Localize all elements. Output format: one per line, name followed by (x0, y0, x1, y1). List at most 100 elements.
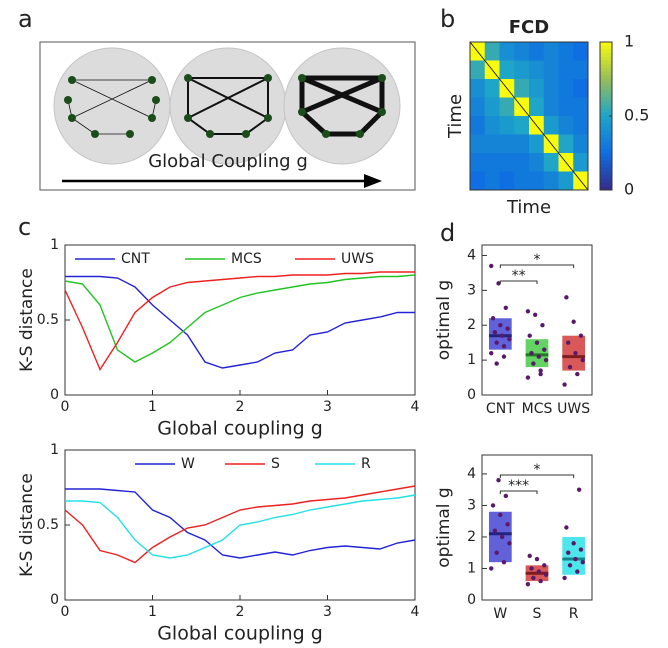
box (488, 318, 512, 350)
y-axis-label: optimal g (434, 280, 454, 360)
significance-bracket (499, 474, 575, 478)
data-point (540, 323, 545, 328)
significance-bracket (499, 264, 575, 268)
data-point (531, 361, 536, 366)
heatmap-cell (543, 153, 559, 172)
data-point (578, 333, 584, 338)
colorbar-tick-label: 1 (624, 32, 634, 51)
significance-label: * (534, 252, 541, 268)
colorbar-step (600, 182, 612, 187)
colorbar-step (600, 97, 612, 102)
heatmap-cell (499, 42, 515, 61)
heatmap-cell (529, 60, 545, 80)
series-line (65, 494, 416, 559)
data-point (567, 364, 573, 370)
series-line (65, 488, 416, 559)
colorbar-step (600, 138, 612, 143)
legend-label: W (181, 456, 195, 472)
data-point (538, 368, 543, 373)
series-line (64, 274, 416, 363)
data-point (564, 525, 569, 530)
heatmap-cell (558, 171, 574, 191)
colorbar-step (600, 90, 612, 95)
data-point (494, 340, 499, 345)
arrow-head (364, 174, 382, 188)
data-point (494, 361, 499, 366)
colorbar-step (600, 60, 612, 65)
y-tick-label: 4 (467, 466, 476, 482)
data-point (492, 528, 498, 533)
y-tick-label: 4 (467, 247, 476, 263)
legend-label: MCS (231, 251, 262, 267)
colorbar-step (600, 160, 612, 165)
heatmap-cell (573, 97, 589, 117)
data-point (496, 478, 501, 483)
colorbar-step (600, 71, 612, 76)
data-point (503, 305, 508, 310)
data-point (525, 375, 531, 380)
colorbar-step (600, 164, 612, 169)
heatmap-cell (529, 97, 545, 117)
heatmap-cell (529, 79, 545, 98)
colorbar-step (600, 171, 612, 176)
panel-label: c (18, 213, 31, 241)
diagonal (469, 41, 589, 191)
data-point (566, 340, 571, 345)
colorbar-step (600, 45, 612, 50)
heatmap-cell (514, 116, 530, 135)
y-tick-label: 1 (467, 352, 476, 368)
data-point (529, 566, 534, 571)
x-tick-label: 1 (148, 604, 157, 620)
heatmap-cell (529, 153, 545, 172)
data-point (543, 357, 549, 363)
data-point (573, 350, 578, 356)
box (525, 339, 549, 368)
heatmap-cell (484, 134, 500, 154)
y-tick-label: 1 (50, 237, 59, 253)
heatmap-cell (543, 116, 559, 135)
data-point (575, 569, 580, 574)
data-point (494, 550, 499, 555)
x-tick-label: 3 (323, 604, 332, 620)
x-tick-label: 3 (323, 399, 332, 415)
heatmap-cell (514, 171, 530, 191)
y-tick-label: 0.5 (37, 517, 59, 533)
heatmap-cell (514, 60, 530, 80)
heatmap-cell (514, 42, 530, 61)
data-point (489, 350, 494, 356)
heatmap-cell (529, 134, 545, 154)
heatmap-cell (558, 79, 574, 98)
heatmap-cell (543, 171, 559, 191)
data-point (542, 563, 547, 568)
data-point (543, 572, 549, 577)
colorbar-step (600, 149, 612, 154)
heatmap-cell (529, 42, 545, 61)
y-tick-label: 0 (467, 387, 476, 403)
series-line (64, 271, 415, 371)
colorbar-step (600, 101, 612, 106)
colorbar-step (600, 42, 612, 47)
heatmap-cell (499, 134, 515, 154)
colorbar-step (600, 53, 612, 58)
y-axis-label: optimal g (434, 487, 454, 567)
data-point (489, 263, 494, 269)
data-point (536, 569, 542, 574)
data-point (562, 575, 567, 581)
data-point (507, 541, 512, 546)
frame (469, 41, 589, 191)
x-axis-label: Global coupling g (157, 623, 323, 645)
heatmap-cell (499, 97, 515, 117)
x-tick-label: UWS (557, 401, 590, 417)
heatmap-cell (499, 116, 515, 135)
data-point (571, 541, 576, 546)
colorbar-step (600, 104, 612, 110)
heatmap-cell (514, 153, 530, 172)
heatmap-cell (484, 42, 500, 61)
plot-frame (64, 244, 416, 396)
legend-label: R (361, 456, 371, 472)
data-point (580, 357, 585, 363)
y-axis-label: K-S distance (17, 473, 37, 577)
heatmap-cell (558, 97, 574, 117)
heatmap-cell (573, 116, 589, 135)
